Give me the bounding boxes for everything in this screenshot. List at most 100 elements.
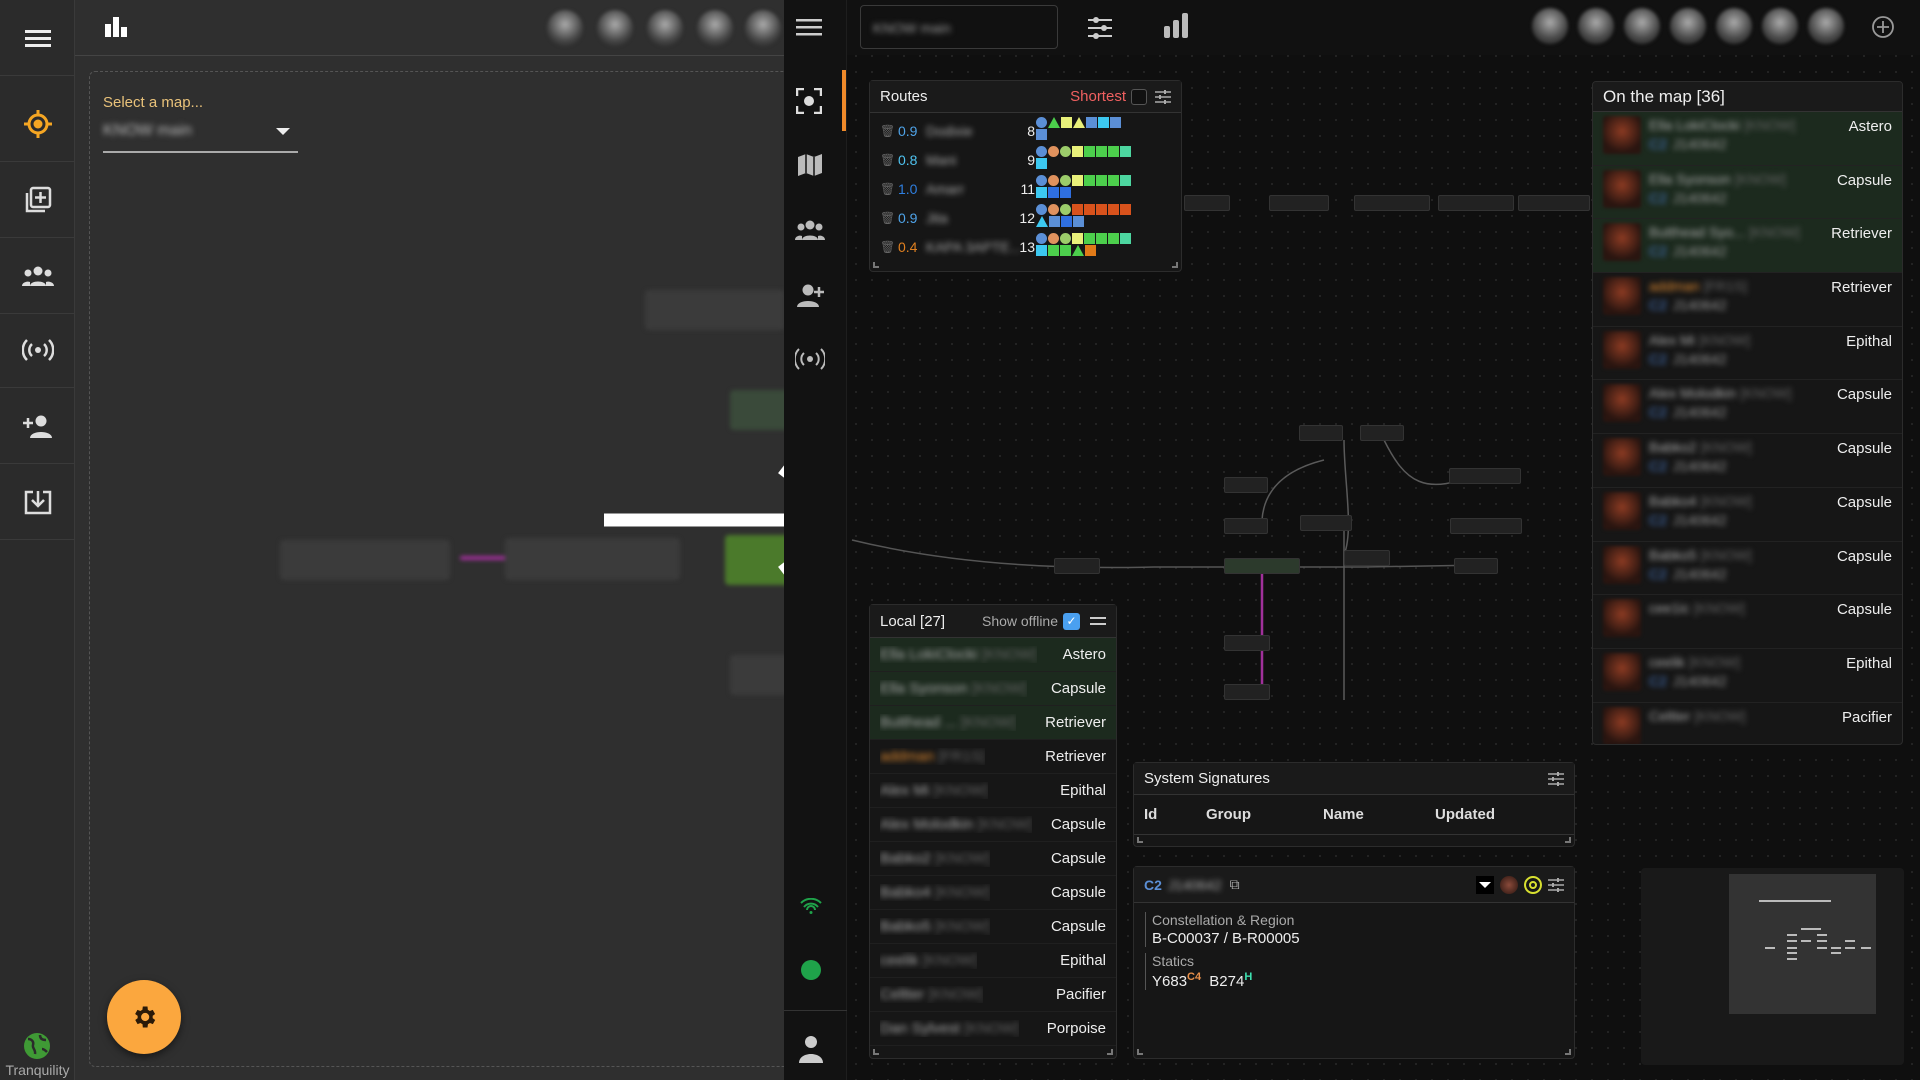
map-node[interactable] (1054, 558, 1100, 574)
column-name[interactable]: Name (1323, 806, 1364, 823)
local-row[interactable]: Alex Molodkin [KNOW] Capsule (870, 808, 1116, 842)
static-code[interactable]: Y683 (1152, 973, 1188, 990)
on-map-row[interactable]: Babko5 [KNOW] C2 J140642 Capsule (1593, 542, 1902, 596)
trash-icon[interactable]: 🗑 (880, 211, 896, 225)
map-node[interactable] (1354, 195, 1430, 211)
route-row[interactable]: 🗑 0.8 Mani 9 (880, 146, 1175, 179)
map-icon[interactable] (797, 153, 823, 177)
on-map-row[interactable]: Ella LokiClocki [KNOW] C2 J140642 Astero (1593, 112, 1902, 166)
map-node[interactable] (1360, 425, 1404, 441)
sliders-icon[interactable] (1548, 771, 1564, 786)
local-row[interactable]: Ella LokiClocki [KNOW] Astero (870, 638, 1116, 672)
avatar[interactable] (1578, 8, 1614, 44)
avatar[interactable] (1762, 8, 1798, 44)
map-node[interactable] (1449, 468, 1521, 484)
system-marker[interactable] (1072, 146, 1083, 157)
system-marker[interactable] (1108, 175, 1119, 186)
system-marker[interactable] (1072, 175, 1083, 186)
user-icon[interactable] (799, 1035, 823, 1063)
system-marker[interactable] (1072, 204, 1083, 215)
import-button[interactable] (0, 464, 75, 540)
system-marker[interactable] (1048, 233, 1059, 244)
local-row[interactable]: addman [FR1S] Retriever (870, 740, 1116, 774)
system-marker[interactable] (1084, 204, 1095, 215)
system-marker[interactable] (1108, 233, 1119, 244)
avatar[interactable] (745, 10, 781, 46)
system-marker[interactable] (1036, 233, 1047, 244)
local-row[interactable]: Babko2 [KNOW] Capsule (870, 842, 1116, 876)
local-row[interactable]: Ella Syonson [KNOW] Capsule (870, 672, 1116, 706)
system-marker[interactable] (1108, 204, 1119, 215)
resize-handle[interactable] (1107, 1049, 1113, 1055)
system-marker[interactable] (1036, 245, 1047, 256)
local-row[interactable]: Babko4 [KNOW] Capsule (870, 876, 1116, 910)
menu-button[interactable] (0, 0, 75, 76)
local-row[interactable]: Celtter [KNOW] Pacifier (870, 978, 1116, 1012)
system-marker[interactable] (1036, 204, 1047, 215)
system-marker[interactable] (1096, 233, 1107, 244)
system-marker[interactable] (1073, 117, 1085, 128)
on-map-row[interactable]: addman [FR1S] C2 J140642 Retriever (1593, 273, 1902, 327)
map-node[interactable] (1224, 684, 1270, 700)
resize-handle[interactable] (1565, 1049, 1571, 1055)
system-marker[interactable] (1084, 175, 1095, 186)
sliders-icon[interactable] (1088, 17, 1112, 39)
system-marker[interactable] (1061, 216, 1072, 227)
map-node[interactable] (1224, 635, 1270, 651)
local-row[interactable]: Butthead ... [KNOW] Retriever (870, 706, 1116, 740)
system-marker[interactable] (1048, 117, 1060, 128)
system-marker[interactable] (1060, 233, 1071, 244)
local-row[interactable]: ceelik [KNOW] Epithal (870, 944, 1116, 978)
route-row[interactable]: 🗑 0.9 Dodixie 8 (880, 117, 1175, 150)
avatar[interactable] (1670, 8, 1706, 44)
resize-handle[interactable] (1565, 837, 1571, 843)
system-marker[interactable] (1096, 146, 1107, 157)
on-map-row[interactable]: cee1ic [KNOW] Capsule (1593, 595, 1902, 649)
system-marker[interactable] (1120, 175, 1131, 186)
avatar[interactable] (1532, 8, 1568, 44)
show-offline-checkbox[interactable]: ✓ (1063, 612, 1080, 630)
system-marker[interactable] (1060, 204, 1071, 215)
resize-handle[interactable] (873, 262, 879, 268)
select-map-value[interactable]: KNOW main (103, 122, 192, 139)
avatar[interactable] (597, 10, 633, 46)
add-character-button[interactable] (0, 388, 75, 464)
avatar[interactable] (647, 10, 683, 46)
locate-button[interactable] (0, 86, 75, 162)
map-node[interactable] (1518, 195, 1590, 211)
system-marker[interactable] (1048, 175, 1059, 186)
avatar[interactable] (697, 10, 733, 46)
trash-icon[interactable]: 🗑 (880, 182, 896, 196)
system-marker[interactable] (1072, 245, 1084, 256)
system-marker[interactable] (1084, 146, 1095, 157)
route-row[interactable]: 🗑 1.0 Amarr 11 (880, 175, 1175, 208)
on-map-row[interactable]: Babko4 [KNOW] C2 J140642 Capsule (1593, 488, 1902, 542)
system-marker[interactable] (1060, 187, 1071, 198)
add-person-icon[interactable] (797, 283, 825, 307)
map-node[interactable] (1438, 195, 1514, 211)
system-marker[interactable] (1073, 216, 1084, 227)
filter-icon[interactable] (1476, 875, 1494, 894)
system-marker[interactable] (1120, 233, 1131, 244)
sliders-icon[interactable] (1155, 89, 1171, 104)
local-row[interactable]: Alex Mi [KNOW] Epithal (870, 774, 1116, 808)
map-node[interactable] (1224, 477, 1268, 493)
system-marker[interactable] (1072, 233, 1083, 244)
system-marker[interactable] (1084, 233, 1095, 244)
map-node[interactable] (1184, 195, 1230, 211)
system-marker[interactable] (1036, 175, 1047, 186)
trash-icon[interactable]: 🗑 (880, 240, 896, 254)
local-row[interactable]: Dan Sylvest [KNOW] Porpoise (870, 1012, 1116, 1046)
avatar[interactable] (1808, 8, 1844, 44)
resize-handle[interactable] (1137, 1049, 1143, 1055)
avatar[interactable] (1716, 8, 1752, 44)
bar-chart-icon[interactable] (103, 15, 131, 39)
resize-handle[interactable] (1172, 262, 1178, 268)
target-icon[interactable] (1524, 875, 1542, 894)
copy-icon[interactable]: ⧉ (1229, 876, 1240, 892)
on-map-row[interactable]: Alex Mi [KNOW] C2 J140642 Epithal (1593, 327, 1902, 381)
group-icon[interactable] (795, 220, 825, 240)
system-marker[interactable] (1048, 187, 1059, 198)
signal-bars-icon[interactable] (1164, 12, 1188, 38)
add-circle-icon[interactable] (1871, 15, 1895, 39)
